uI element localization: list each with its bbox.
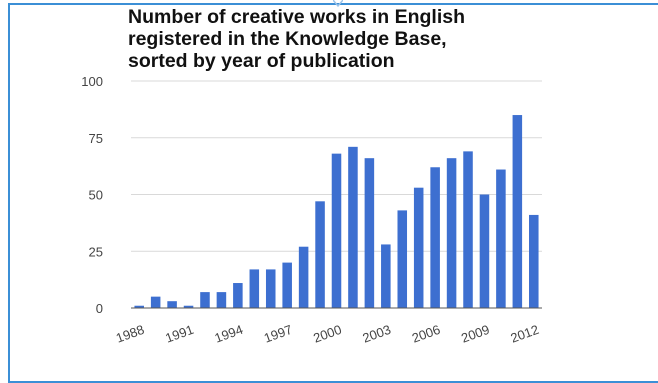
bar	[348, 146, 358, 308]
bar-chart: 0 25 50 75 100 1988 1991 1994 1997 2000 2003 2006 2…	[81, 74, 542, 346]
bar	[265, 269, 276, 308]
y-tick-label: 100	[81, 74, 103, 89]
bar	[315, 201, 325, 308]
chart-title: Number of creative works in English regi…	[128, 6, 465, 72]
bar	[200, 292, 210, 308]
x-tick-label: 1991	[163, 322, 195, 346]
bar	[496, 169, 506, 308]
chart-title-line-3: sorted by year of publication	[128, 50, 395, 72]
bar	[463, 151, 473, 308]
bar	[134, 305, 144, 308]
x-tick-label: 2009	[459, 322, 491, 346]
bars	[134, 115, 539, 308]
y-tick-label: 75	[89, 131, 103, 146]
chart-title-line-2: registered in the Knowledge Base,	[128, 28, 447, 50]
bar	[381, 244, 391, 308]
bar	[446, 158, 457, 308]
bar	[298, 246, 309, 308]
bar	[331, 153, 342, 308]
bar	[216, 292, 227, 308]
x-tick-label: 2006	[410, 322, 442, 346]
x-tick-label: 1994	[213, 322, 245, 346]
y-tick-label: 25	[89, 244, 103, 259]
bar	[282, 262, 292, 308]
bar	[249, 269, 260, 308]
x-tick-label: 1988	[114, 322, 146, 346]
y-axis-ticks: 0 25 50 75 100	[81, 74, 103, 316]
x-axis-ticks: 1988 1991 1994 1997 2000 2003 2006 2009 2012	[114, 322, 541, 346]
bar	[233, 283, 243, 308]
bar	[479, 194, 490, 308]
frame-notch-icon	[333, 0, 343, 8]
bar	[150, 296, 161, 308]
bar	[430, 167, 440, 308]
bar	[397, 210, 408, 308]
x-tick-label: 2012	[508, 322, 540, 346]
x-tick-label: 1997	[262, 322, 294, 346]
y-tick-label: 50	[89, 188, 103, 203]
bar	[167, 301, 177, 308]
x-tick-label: 2003	[361, 322, 393, 346]
chart-title-line-1: Number of creative works in English	[128, 6, 466, 28]
bar	[364, 158, 375, 308]
x-tick-label: 2000	[311, 322, 343, 346]
bar	[183, 305, 194, 308]
bar	[529, 214, 539, 308]
y-tick-label: 0	[96, 301, 103, 316]
bar	[413, 187, 424, 308]
bar	[512, 115, 523, 308]
